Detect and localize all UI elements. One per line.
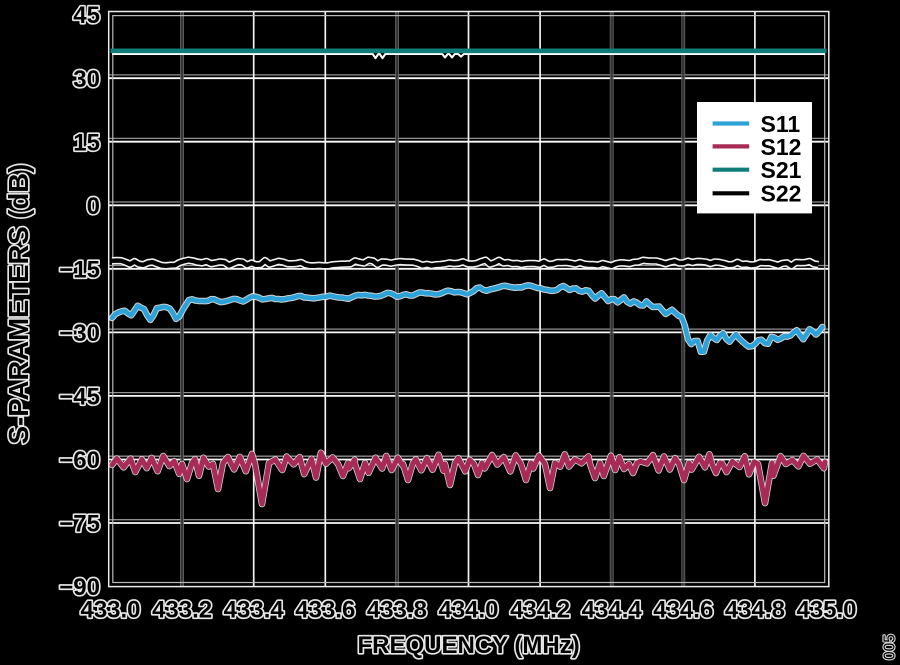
- svg-text:434.8: 434.8: [725, 597, 785, 624]
- svg-text:FREQUENCY (MHz): FREQUENCY (MHz): [357, 632, 579, 659]
- svg-text:30: 30: [73, 66, 100, 93]
- svg-text:433.2: 433.2: [152, 597, 212, 624]
- svg-text:433.0: 433.0: [80, 597, 140, 624]
- svg-text:−75: −75: [59, 511, 100, 538]
- svg-text:S11: S11: [761, 111, 801, 137]
- svg-text:45: 45: [73, 2, 100, 29]
- svg-text:−30: −30: [59, 320, 100, 347]
- svg-text:435.0: 435.0: [796, 597, 856, 624]
- svg-text:15: 15: [73, 129, 100, 156]
- svg-text:S-PARAMETERS (dB): S-PARAMETERS (dB): [3, 164, 34, 445]
- svg-text:434.2: 434.2: [510, 597, 570, 624]
- svg-text:S22: S22: [761, 181, 802, 207]
- svg-text:005: 005: [882, 634, 899, 660]
- svg-text:−90: −90: [59, 574, 100, 601]
- svg-text:S12: S12: [761, 134, 802, 160]
- svg-text:0: 0: [87, 193, 100, 220]
- svg-text:−60: −60: [59, 447, 100, 474]
- svg-text:−15: −15: [59, 256, 100, 283]
- svg-text:433.6: 433.6: [295, 597, 355, 624]
- svg-text:−45: −45: [59, 384, 100, 411]
- svg-text:434.6: 434.6: [653, 597, 713, 624]
- svg-text:433.4: 433.4: [224, 597, 285, 624]
- svg-text:434.4: 434.4: [582, 597, 643, 624]
- svg-text:433.8: 433.8: [367, 597, 427, 624]
- svg-text:434.0: 434.0: [438, 597, 498, 624]
- svg-text:S21: S21: [761, 157, 802, 183]
